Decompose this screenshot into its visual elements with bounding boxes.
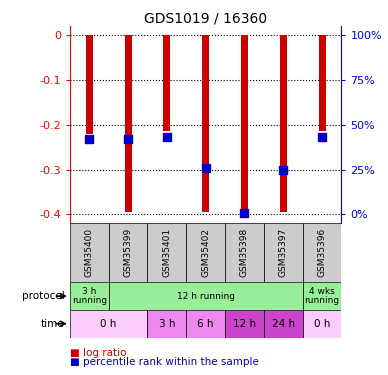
Text: GSM35401: GSM35401 [162,228,171,278]
Bar [303,310,341,338]
Text: 3 h: 3 h [159,319,175,329]
Bar [70,223,109,282]
Text: GSM35398: GSM35398 [240,228,249,278]
Point [280,167,286,173]
Text: GSM35397: GSM35397 [279,228,288,278]
Bar [225,223,264,282]
Point [203,165,209,171]
Bar [125,35,132,212]
Bar [264,310,303,338]
Bar [147,310,186,338]
Text: 12 h: 12 h [233,319,256,329]
Text: 12 h running: 12 h running [177,292,235,301]
Point [86,135,92,141]
Text: 0 h: 0 h [314,319,330,329]
Bar [186,310,225,338]
Point [241,210,248,216]
Text: GSM35400: GSM35400 [85,228,94,278]
Bar [163,35,170,132]
Text: 6 h: 6 h [197,319,214,329]
Bar [241,35,248,212]
Title: GDS1019 / 16360: GDS1019 / 16360 [144,11,267,25]
Text: 4 wks
running: 4 wks running [305,287,340,305]
Text: time: time [41,319,64,329]
Bar [186,223,225,282]
Text: GSM35396: GSM35396 [317,228,327,278]
Text: protocol: protocol [22,291,64,301]
Bar [280,35,287,212]
Text: GSM35399: GSM35399 [123,228,133,278]
Bar [86,35,93,134]
Point [319,134,325,140]
Bar [202,35,209,212]
Bar [109,223,147,282]
Bar [264,223,303,282]
Bar [70,282,109,310]
Bar [147,223,186,282]
Text: GSM35402: GSM35402 [201,228,210,277]
Bar [70,310,147,338]
Text: 24 h: 24 h [272,319,295,329]
Bar [303,223,341,282]
Text: ■ percentile rank within the sample: ■ percentile rank within the sample [70,357,259,367]
Point [164,134,170,140]
Bar [303,282,341,310]
Text: 3 h
running: 3 h running [72,287,107,305]
Bar [109,282,303,310]
Point [125,135,131,141]
Text: 0 h: 0 h [100,319,117,329]
Bar [225,310,264,338]
Bar [319,35,326,132]
Text: ■ log ratio: ■ log ratio [70,348,126,357]
